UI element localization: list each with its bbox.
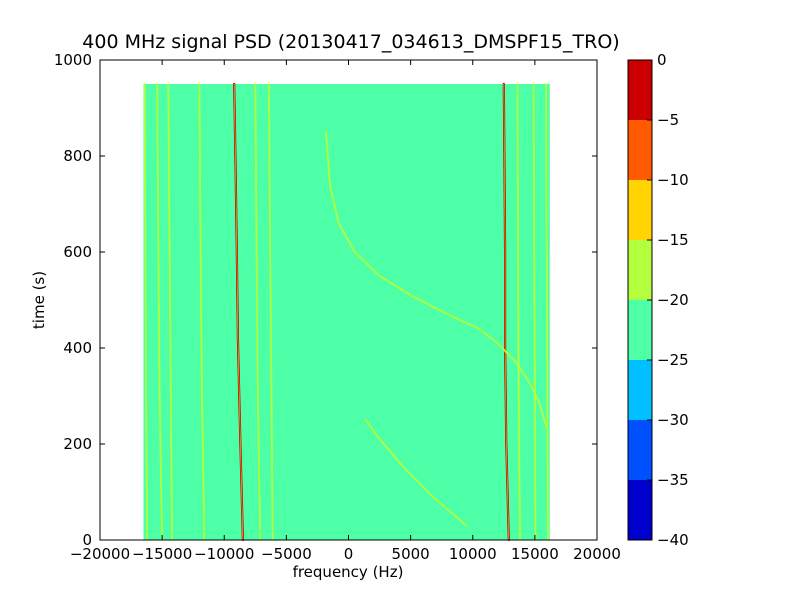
colorbar-tick-label: −40 (657, 531, 689, 549)
colorbar-band (628, 480, 652, 540)
x-tick-label: 5000 (392, 545, 430, 563)
colorbar-band (628, 300, 652, 360)
y-tick-label: 400 (63, 339, 92, 357)
x-tick-label: −15000 (132, 545, 192, 563)
y-axis-label: time (s) (30, 271, 48, 329)
y-tick-label: 600 (63, 243, 92, 261)
x-tick-label: 15000 (511, 545, 559, 563)
x-tick-label: 20000 (573, 545, 621, 563)
y-tick-label: 800 (63, 147, 92, 165)
x-tick-label: −20000 (70, 545, 130, 563)
colorbar-tick-label: 0 (657, 51, 667, 69)
signal-trace-4 (365, 419, 468, 527)
colorbar-band (628, 60, 652, 120)
spectrogram-field (143, 84, 550, 540)
colorbar-tick-label: −25 (657, 351, 689, 369)
colorbar: −40 −35 −30 −25 −20 −15 −10 −5 0 (627, 51, 689, 549)
signal-trace-10 (268, 83, 274, 541)
colorbar-tick-label: −10 (657, 171, 689, 189)
signal-trace-2-edge (503, 83, 510, 541)
colorbar-tick-label: −30 (657, 411, 689, 429)
x-axis-label: frequency (Hz) (293, 563, 404, 581)
signal-trace-13 (545, 83, 549, 541)
x-tick-label: 10000 (449, 545, 497, 563)
signal-trace-5 (143, 83, 149, 541)
y-tick-label: 0 (82, 531, 92, 549)
colorbar-tick-label: −15 (657, 231, 689, 249)
colorbar-band (628, 360, 652, 420)
signal-trace-12 (532, 83, 537, 541)
x-tick-label: −5000 (261, 545, 312, 563)
y-tick-label: 1000 (54, 51, 92, 69)
signal-trace-3 (325, 131, 549, 431)
signal-trace-6 (156, 83, 163, 541)
signal-trace-1-edge (233, 83, 244, 541)
colorbar-tick-label: −20 (657, 291, 689, 309)
colorbar-band (628, 180, 652, 240)
colorbar-band (628, 120, 652, 180)
signal-trace-8 (198, 83, 206, 541)
colorbar-tick-label: −35 (657, 471, 689, 489)
chart-title: 400 MHz signal PSD (20130417_034613_DMSP… (82, 31, 619, 53)
spectrogram-plot: −20000 −15000 −10000 −5000 0 5000 10000 15000 20… (54, 51, 621, 563)
x-tick-label: −10000 (194, 545, 254, 563)
signal-trace-9 (254, 83, 262, 541)
x-tick-label: 0 (344, 545, 354, 563)
signal-trace-7 (167, 83, 173, 541)
y-tick-label: 200 (63, 435, 92, 453)
colorbar-band (628, 240, 652, 300)
signal-trace-11 (516, 83, 521, 541)
colorbar-band (628, 420, 652, 480)
colorbar-tick-label: −5 (657, 111, 679, 129)
